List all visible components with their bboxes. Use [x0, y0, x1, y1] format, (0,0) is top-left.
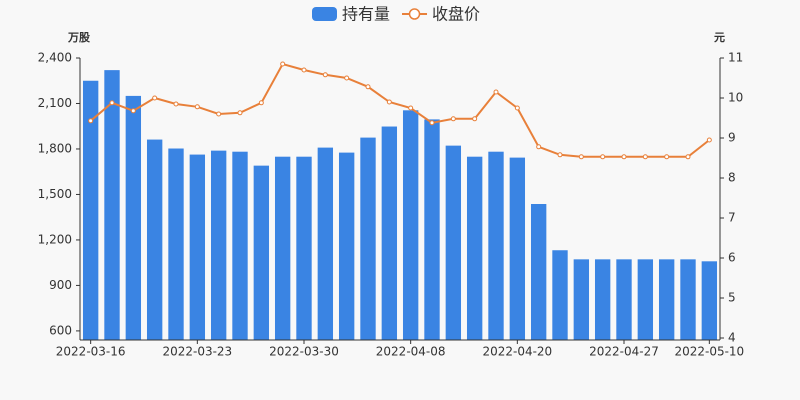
bar	[658, 259, 675, 340]
y2-tick-label: 9	[728, 131, 736, 145]
y-tick-label: 1,200	[38, 232, 72, 246]
bar	[381, 126, 398, 341]
line-point	[450, 116, 456, 122]
bar	[296, 156, 312, 340]
y-tick-label: 1,500	[38, 187, 72, 201]
y-unit: 万股	[67, 31, 91, 44]
x-tick-label: 2022-04-20	[482, 345, 552, 359]
y-tick-label: 2,400	[38, 51, 72, 65]
x-tick-label: 2022-03-16	[56, 345, 126, 359]
bar	[701, 261, 718, 340]
bar	[680, 259, 696, 340]
line-point	[258, 100, 264, 106]
line-point	[429, 120, 435, 126]
line-point	[536, 144, 542, 150]
bar	[616, 259, 632, 340]
line-point	[237, 110, 243, 116]
x-tick-label: 2022-03-30	[269, 345, 339, 359]
line-point	[365, 84, 371, 90]
line-point	[280, 61, 286, 67]
line-point	[706, 137, 712, 143]
line-point	[322, 72, 328, 78]
bar	[253, 165, 270, 340]
y2-tick-label: 10	[728, 91, 743, 105]
bar	[338, 152, 355, 340]
bar	[189, 154, 206, 340]
line-point	[408, 105, 414, 111]
bar	[594, 259, 611, 340]
y2-tick-label: 6	[728, 251, 736, 265]
legend-swatch[interactable]	[312, 7, 337, 21]
x-tick-label: 2022-03-23	[162, 345, 232, 359]
bar	[424, 119, 440, 340]
line-point	[344, 75, 350, 81]
legend-label[interactable]: 持有量	[342, 5, 390, 24]
bar	[146, 139, 163, 340]
line-point	[493, 89, 499, 95]
x-tick-label: 2022-04-27	[589, 345, 659, 359]
line-point	[109, 100, 115, 106]
x-tick-label: 2022-05-10	[674, 345, 744, 359]
line-point	[578, 154, 584, 160]
bar	[637, 259, 654, 340]
bar	[552, 250, 568, 340]
y-tick-label: 1,800	[38, 141, 72, 155]
bar	[232, 151, 248, 340]
bar	[210, 150, 227, 340]
line-point	[130, 108, 136, 114]
y2-tick-label: 8	[728, 171, 736, 185]
line-point	[216, 111, 222, 117]
bar	[360, 137, 376, 340]
line-point	[664, 154, 670, 160]
y-tick-label: 900	[49, 278, 72, 292]
x-tick-label: 2022-04-08	[376, 345, 446, 359]
bar	[445, 145, 462, 340]
line-point	[152, 95, 158, 101]
bar	[488, 151, 504, 340]
bar	[509, 157, 526, 340]
legend-swatch[interactable]	[408, 8, 421, 20]
bar	[573, 259, 590, 340]
y2-tick-label: 11	[728, 51, 743, 65]
y2-unit: 元	[714, 31, 725, 44]
legend-label[interactable]: 收盘价	[432, 5, 480, 24]
line-point	[685, 154, 691, 160]
bar	[530, 204, 547, 340]
y2-tick-label: 7	[728, 211, 736, 225]
line-point	[386, 99, 392, 105]
line-point	[194, 104, 200, 110]
line-point	[621, 154, 627, 160]
line-point	[600, 154, 606, 160]
y2-tick-label: 5	[728, 291, 736, 305]
bar	[466, 156, 483, 340]
line-point	[642, 154, 648, 160]
bar	[104, 70, 120, 341]
line-point	[173, 101, 179, 107]
bar	[82, 80, 99, 340]
bar	[274, 156, 291, 340]
y2-tick-label: 4	[728, 331, 736, 345]
line-point	[514, 105, 520, 111]
bar	[168, 148, 184, 340]
line	[90, 62, 710, 158]
y-tick-label: 2,100	[38, 96, 72, 110]
line-point	[301, 67, 307, 73]
bar	[402, 110, 419, 340]
bar	[317, 147, 334, 340]
line-point	[557, 152, 563, 158]
line-point	[88, 118, 94, 124]
y-tick-label: 600	[49, 323, 72, 337]
bar	[125, 95, 142, 340]
line-point	[472, 116, 478, 122]
